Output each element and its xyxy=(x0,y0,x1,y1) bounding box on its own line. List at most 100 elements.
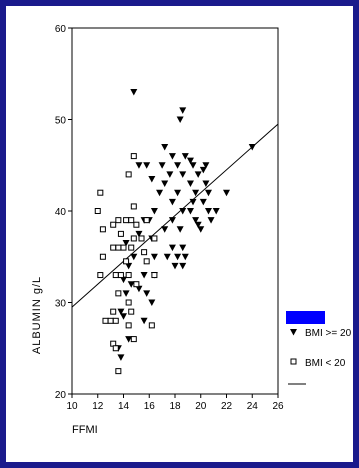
point-bmi-ge-20 xyxy=(181,253,189,261)
point-bmi-lt-20 xyxy=(94,208,101,214)
y-tick-label: 60 xyxy=(55,24,67,35)
legend-label: BMI < 20 xyxy=(305,358,346,369)
point-bmi-ge-20 xyxy=(204,208,212,215)
point-bmi-ge-20 xyxy=(127,281,135,288)
point-bmi-ge-20 xyxy=(163,253,171,261)
point-bmi-lt-20 xyxy=(125,272,132,279)
x-tick-label: 16 xyxy=(144,401,156,412)
x-tick-label: 14 xyxy=(118,401,130,412)
point-bmi-ge-20 xyxy=(174,253,182,261)
point-bmi-lt-20 xyxy=(125,171,132,178)
point-bmi-lt-20 xyxy=(130,153,137,160)
point-bmi-lt-20 xyxy=(97,272,104,279)
point-bmi-ge-20 xyxy=(130,89,138,96)
point-bmi-lt-20 xyxy=(125,299,132,306)
point-bmi-ge-20 xyxy=(189,162,197,169)
point-bmi-ge-20 xyxy=(179,171,187,178)
point-bmi-lt-20 xyxy=(120,244,127,251)
point-bmi-ge-20 xyxy=(186,157,194,165)
plot-border xyxy=(71,27,279,395)
point-bmi-lt-20 xyxy=(141,249,148,256)
point-bmi-ge-20 xyxy=(194,171,202,178)
legend-color-patch xyxy=(286,311,325,324)
point-bmi-ge-20 xyxy=(186,180,194,188)
point-bmi-ge-20 xyxy=(174,189,182,197)
point-bmi-ge-20 xyxy=(179,107,187,114)
point-bmi-lt-20 xyxy=(110,244,117,251)
point-bmi-ge-20 xyxy=(140,317,148,325)
point-bmi-ge-20 xyxy=(179,244,187,252)
point-bmi-ge-20 xyxy=(171,262,179,270)
regression-line-group xyxy=(71,123,279,308)
point-bmi-ge-20 xyxy=(161,226,169,233)
point-bmi-lt-20 xyxy=(99,226,106,233)
point-bmi-ge-20 xyxy=(158,162,166,169)
point-bmi-lt-20 xyxy=(123,217,130,224)
point-bmi-ge-20 xyxy=(223,189,230,197)
point-bmi-lt-20 xyxy=(123,258,130,265)
point-bmi-ge-20 xyxy=(120,313,127,320)
point-bmi-ge-20 xyxy=(125,336,133,343)
x-tick-label: 26 xyxy=(272,401,284,412)
point-bmi-lt-20 xyxy=(128,217,135,224)
point-bmi-lt-20 xyxy=(125,322,132,329)
point-bmi-ge-20 xyxy=(135,230,143,238)
point-bmi-ge-20 xyxy=(186,208,194,215)
legend-marker-square xyxy=(290,358,297,365)
point-bmi-ge-20 xyxy=(202,180,210,188)
point-bmi-ge-20 xyxy=(174,162,182,169)
point-bmi-ge-20 xyxy=(150,208,158,215)
point-bmi-ge-20 xyxy=(135,285,143,293)
point-bmi-lt-20 xyxy=(130,235,137,242)
point-bmi-ge-20 xyxy=(189,198,197,206)
point-bmi-lt-20 xyxy=(115,244,122,251)
point-bmi-ge-20 xyxy=(143,290,151,297)
point-bmi-lt-20 xyxy=(112,317,119,324)
legend: BMI >= 20 BMI < 20 xyxy=(286,311,352,385)
point-bmi-ge-20 xyxy=(125,262,133,270)
point-bmi-lt-20 xyxy=(130,336,137,343)
point-bmi-lt-20 xyxy=(115,217,122,224)
x-axis-title: FFMI xyxy=(72,424,98,436)
plot-area xyxy=(71,27,279,395)
point-bmi-lt-20 xyxy=(133,281,140,288)
point-bmi-ge-20 xyxy=(168,153,176,160)
point-bmi-ge-20 xyxy=(148,299,156,306)
point-bmi-lt-20 xyxy=(115,368,122,375)
point-bmi-lt-20 xyxy=(143,258,150,265)
point-bmi-ge-20 xyxy=(166,171,174,178)
point-bmi-lt-20 xyxy=(102,317,109,324)
y-axis-title: ALBUMIN g/L xyxy=(31,276,43,354)
point-bmi-lt-20 xyxy=(151,272,158,279)
data-points xyxy=(94,89,256,375)
point-bmi-ge-20 xyxy=(176,116,184,123)
chart-frame: 20 30 40 50 60 10 12 14 16 18 20 22 24 26 BMI >= 20 BM… xyxy=(6,6,353,462)
point-bmi-ge-20 xyxy=(140,272,148,279)
point-bmi-ge-20 xyxy=(179,262,187,270)
point-bmi-ge-20 xyxy=(192,217,200,224)
x-tick-label: 10 xyxy=(66,401,78,412)
point-bmi-ge-20 xyxy=(179,208,187,215)
point-bmi-ge-20 xyxy=(148,175,156,183)
axes: 20 30 40 50 60 10 12 14 16 18 20 22 24 26 xyxy=(55,24,284,412)
point-bmi-lt-20 xyxy=(110,221,117,228)
point-bmi-ge-20 xyxy=(192,189,200,197)
point-bmi-ge-20 xyxy=(161,180,169,188)
point-bmi-ge-20 xyxy=(130,253,138,261)
point-bmi-lt-20 xyxy=(130,203,137,210)
point-bmi-ge-20 xyxy=(194,221,202,229)
point-bmi-ge-20 xyxy=(122,290,130,297)
point-bmi-lt-20 xyxy=(110,308,117,315)
point-bmi-lt-20 xyxy=(143,217,150,224)
x-tick-label: 22 xyxy=(221,401,233,412)
legend-label: BMI >= 20 xyxy=(305,328,352,339)
legend-marker-triangle xyxy=(290,329,297,336)
point-bmi-ge-20 xyxy=(117,308,125,316)
point-bmi-ge-20 xyxy=(248,143,256,151)
point-bmi-ge-20 xyxy=(120,276,127,284)
regression-line xyxy=(71,123,279,308)
point-bmi-lt-20 xyxy=(107,317,114,324)
point-bmi-lt-20 xyxy=(128,244,135,251)
x-tick-label: 12 xyxy=(92,401,104,412)
